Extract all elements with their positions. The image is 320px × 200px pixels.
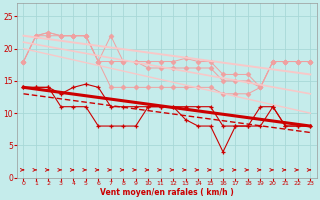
- X-axis label: Vent moyen/en rafales ( km/h ): Vent moyen/en rafales ( km/h ): [100, 188, 234, 197]
